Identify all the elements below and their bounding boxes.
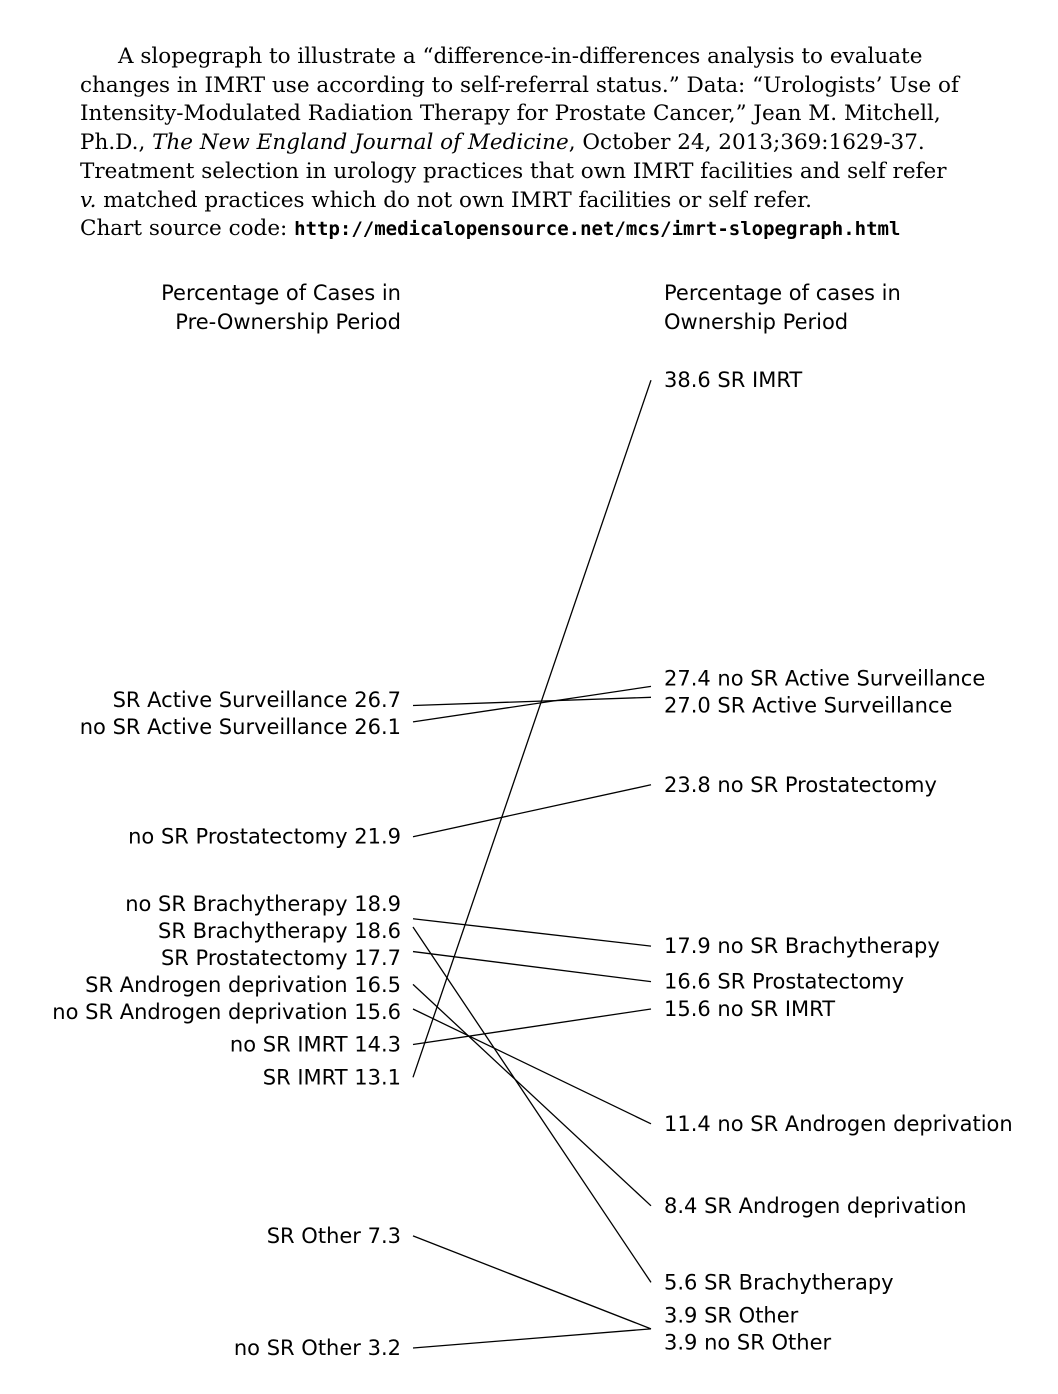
slope-line-no-sr-active-surveillance	[412, 685, 652, 723]
caption-line: v. matched practices which do not own IM…	[80, 187, 910, 216]
left-column-header: Percentage of Cases in	[161, 281, 401, 305]
left-label-sr-other: SR Other 7.3	[267, 1224, 401, 1248]
right-label-sr-brachytherapy: 5.6 SR Brachytherapy	[664, 1270, 894, 1294]
caption-text: , October 24, 2013;369:1629-37.	[568, 130, 925, 156]
left-label-no-sr-androgen-deprivation: no SR Androgen deprivation 15.6	[52, 1000, 401, 1024]
right-column-header: Percentage of cases in	[664, 281, 901, 305]
right-label-no-sr-prostatectomy: 23.8 no SR Prostatectomy	[664, 773, 937, 797]
slope-line-sr-prostatectomy	[412, 950, 652, 983]
right-label-no-sr-active-surveillance: 27.4 no SR Active Surveillance	[664, 666, 985, 690]
right-label-no-sr-androgen-deprivation: 11.4 no SR Androgen deprivation	[664, 1112, 1013, 1136]
right-label-sr-active-surveillance: 27.0 SR Active Surveillance	[664, 693, 952, 717]
slope-line-sr-imrt	[412, 379, 652, 1078]
caption-line: A slopegraph to illustrate a “difference…	[118, 44, 923, 69]
right-label-sr-other: 3.9 SR Other	[664, 1303, 799, 1327]
right-label-no-sr-imrt: 15.6 no SR IMRT	[664, 997, 835, 1021]
right-column-header: Ownership Period	[664, 310, 848, 334]
left-label-no-sr-imrt: no SR IMRT 14.3	[230, 1033, 401, 1057]
source-url-link[interactable]: http://medicalopensource.net/mcs/imrt-sl…	[294, 218, 901, 241]
left-label-sr-brachytherapy: SR Brachytherapy 18.6	[158, 919, 401, 943]
right-label-sr-androgen-deprivation: 8.4 SR Androgen deprivation	[664, 1194, 967, 1218]
left-label-sr-active-surveillance: SR Active Surveillance 26.7	[113, 688, 401, 712]
slope-line-sr-brachytherapy	[412, 926, 652, 1283]
slope-line-sr-other	[412, 1235, 652, 1330]
left-label-sr-prostatectomy: SR Prostatectomy 17.7	[161, 946, 401, 970]
slope-lines	[412, 379, 652, 1349]
caption-line: Chart source code: http://medicalopensou…	[80, 215, 910, 244]
slope-line-no-sr-imrt	[412, 1008, 652, 1046]
slope-line-sr-androgen-deprivation	[412, 983, 652, 1207]
slope-line-no-sr-other	[412, 1328, 652, 1349]
right-label-sr-imrt: 38.6 SR IMRT	[664, 368, 802, 392]
caption-line: Ph.D., The New England Journal of Medici…	[80, 129, 925, 158]
caption: A slopegraph to illustrate a “difference…	[80, 43, 959, 244]
slope-line-no-sr-prostatectomy	[412, 784, 652, 838]
slope-line-no-sr-brachytherapy	[412, 918, 652, 947]
caption-text: matched practices which do not own IMRT …	[96, 187, 813, 213]
left-column-header: Pre-Ownership Period	[175, 310, 401, 334]
caption-line: Treatment selection in urology practices…	[80, 158, 947, 184]
right-label-no-sr-brachytherapy: 17.9 no SR Brachytherapy	[664, 934, 940, 958]
column-headers: Percentage of Cases in Pre-Ownership Peri…	[161, 281, 901, 334]
right-label-no-sr-other: 3.9 no SR Other	[664, 1330, 831, 1354]
left-label-sr-imrt: SR IMRT 13.1	[263, 1065, 401, 1089]
caption-line: changes in IMRT use according to self-re…	[80, 72, 959, 98]
caption-versus: v.	[80, 187, 97, 213]
left-label-no-sr-brachytherapy: no SR Brachytherapy 18.9	[125, 892, 401, 916]
right-labels: 38.6 SR IMRT 27.4 no SR Active Surveillan…	[664, 368, 1013, 1354]
left-label-no-sr-active-surveillance: no SR Active Surveillance 26.1	[80, 715, 401, 739]
left-label-sr-androgen-deprivation: SR Androgen deprivation 16.5	[85, 973, 401, 997]
left-label-no-sr-prostatectomy: no SR Prostatectomy 21.9	[128, 825, 401, 849]
journal-title: The New England Journal of Medicine	[152, 130, 569, 156]
slope-line-no-sr-androgen-deprivation	[412, 1008, 652, 1125]
caption-text: Chart source code:	[80, 216, 295, 242]
caption-text: Ph.D.,	[80, 130, 153, 156]
left-labels: SR IMRT 13.1 no SR Active Surveillance 26…	[52, 688, 401, 1360]
slope-line-sr-active-surveillance	[412, 696, 652, 707]
left-label-no-sr-other: no SR Other 3.2	[234, 1336, 401, 1360]
right-label-sr-prostatectomy: 16.6 SR Prostatectomy	[664, 970, 904, 994]
caption-line: Intensity-Modulated Radiation Therapy fo…	[80, 101, 941, 127]
